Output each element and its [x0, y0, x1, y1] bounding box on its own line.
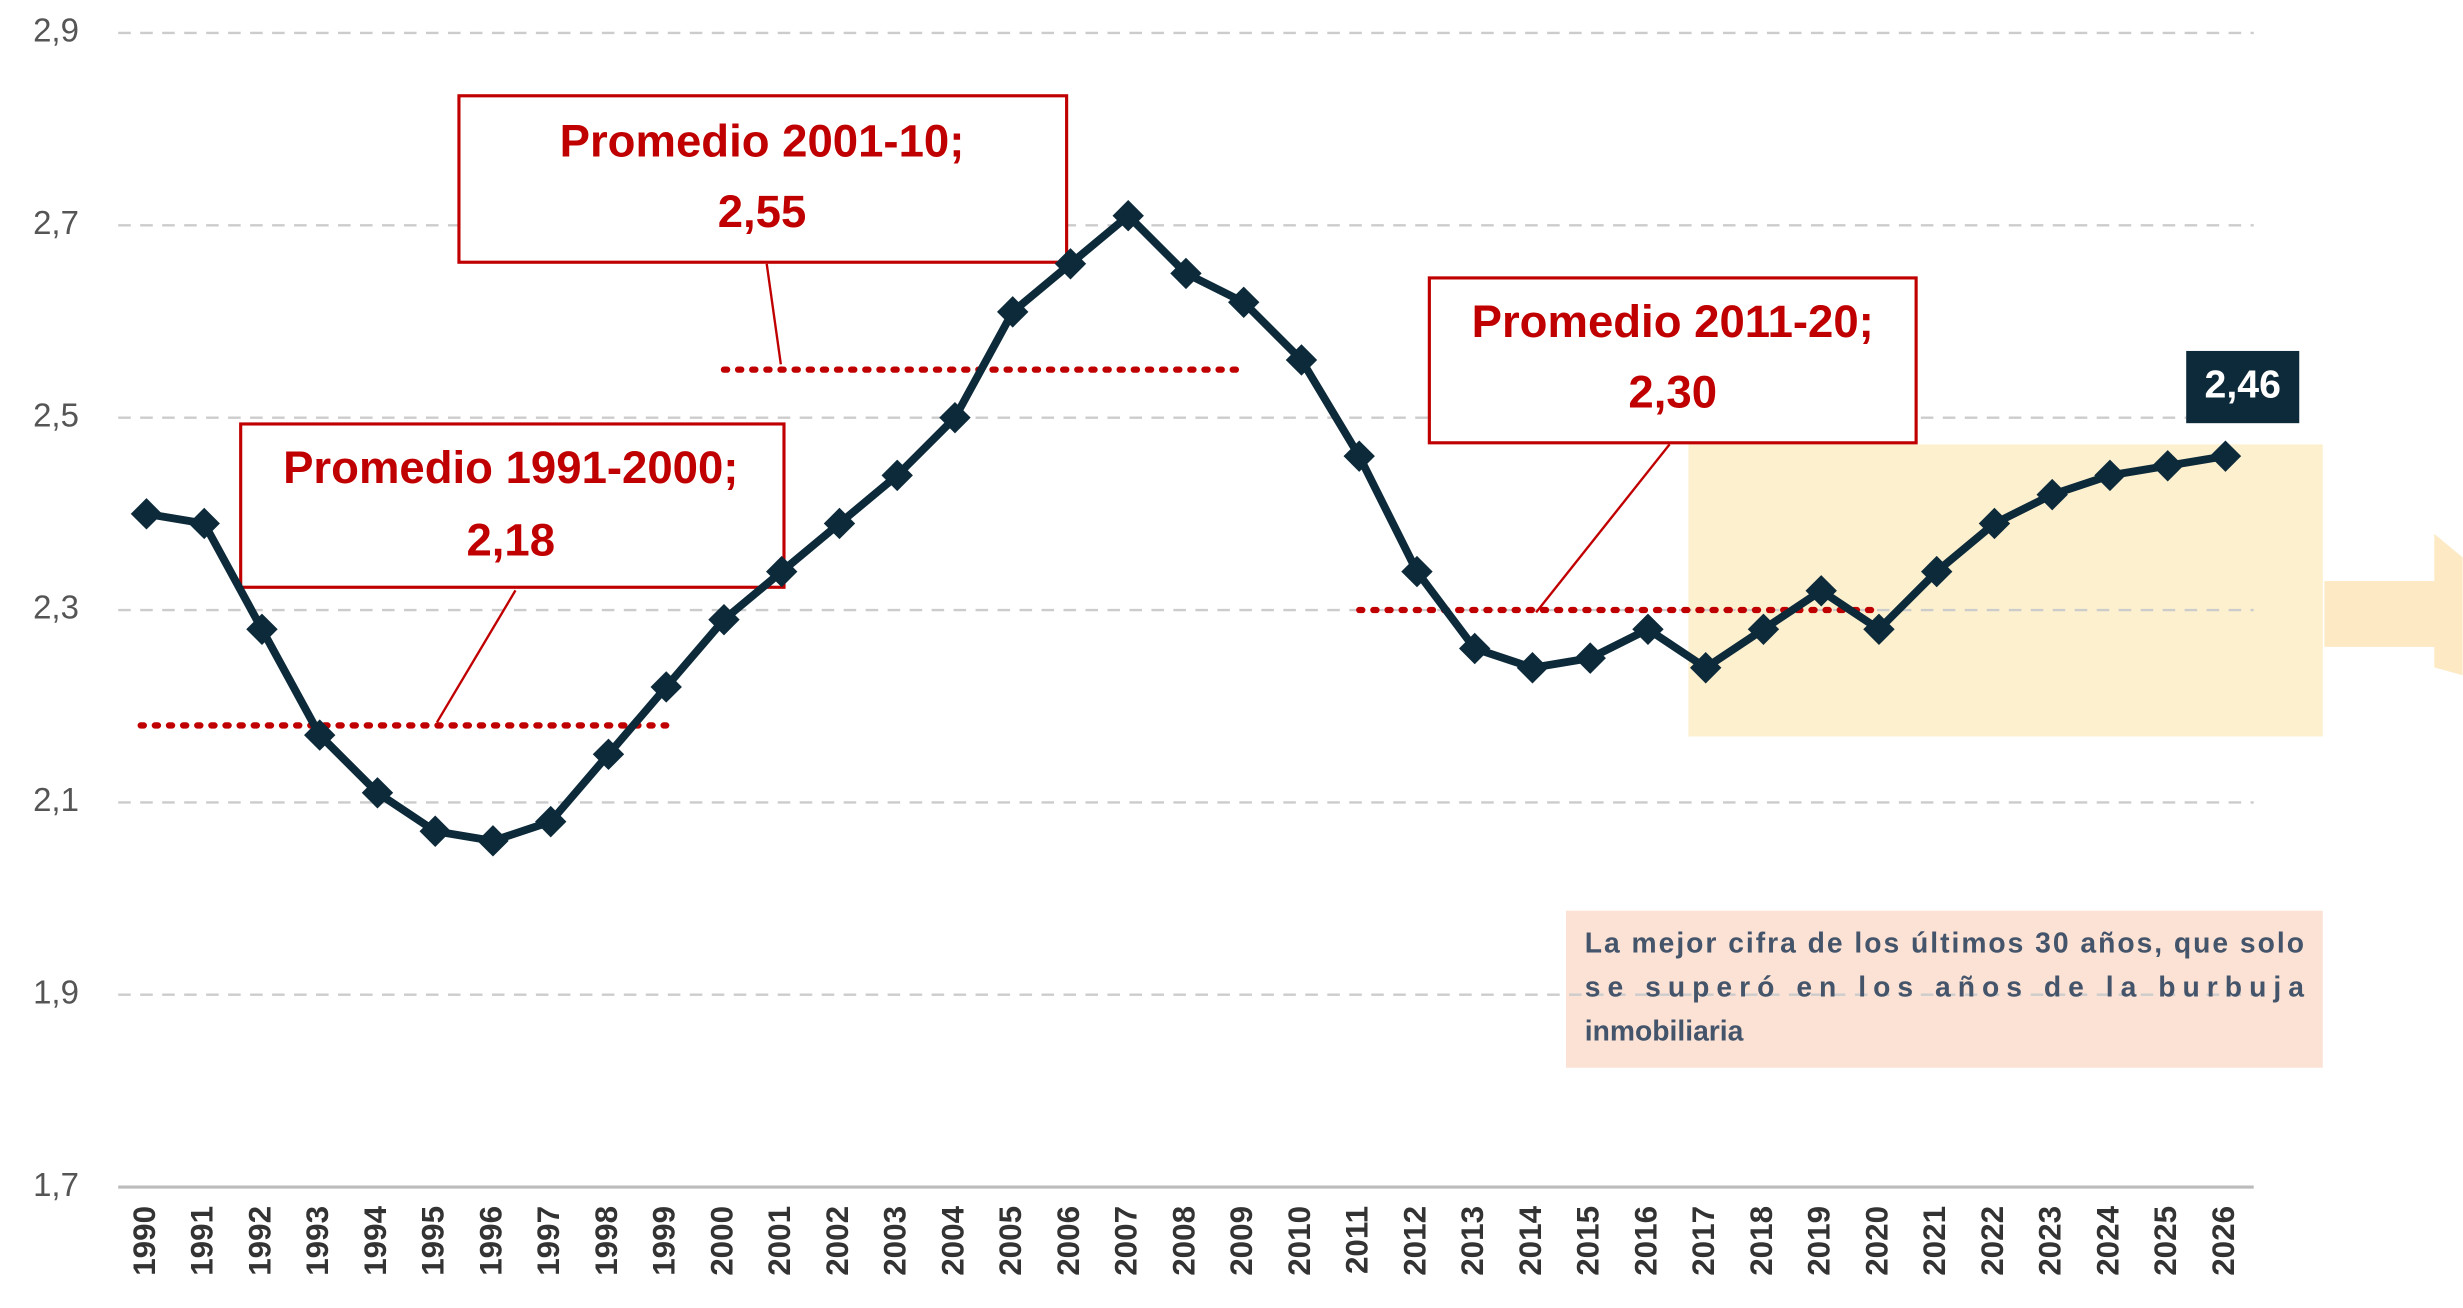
x-tick-label: 1994	[358, 1205, 393, 1275]
x-tick-label: 2011	[1340, 1206, 1375, 1274]
x-tick-label: 2017	[1686, 1206, 1721, 1276]
x-tick-label: 2009	[1224, 1206, 1259, 1276]
x-tick-label: 1992	[242, 1206, 277, 1276]
data-label-box	[2186, 350, 2300, 424]
y-tick-label: 1,9	[33, 973, 79, 1010]
data-point	[939, 401, 971, 434]
data-point	[1632, 613, 1664, 645]
arrow	[2324, 533, 2463, 676]
x-tick-label: 2020	[1859, 1206, 1894, 1276]
data-point	[1459, 632, 1491, 665]
data-point	[881, 459, 913, 492]
x-tick-label: 1997	[531, 1206, 566, 1276]
x-tick-label: 2006	[1051, 1206, 1086, 1276]
annotation-value: 2,18	[466, 514, 555, 565]
x-tick-label: 2024	[2090, 1205, 2125, 1275]
annotation-value: 2,55	[718, 186, 807, 237]
x-tick-label: 1998	[589, 1206, 624, 1276]
x-tick-label: 2016	[1628, 1206, 1663, 1276]
note-box	[1565, 910, 2323, 1068]
data-point	[650, 671, 682, 703]
annotation-box	[457, 94, 1069, 264]
data-point	[1228, 286, 1260, 318]
leader-line	[765, 263, 783, 365]
note-text: La mejor cifra de los últimos 30 años, q…	[1585, 927, 2304, 959]
x-tick-label: 2012	[1397, 1206, 1432, 1276]
data-label: 2,46	[2205, 362, 2281, 406]
data-point	[1285, 344, 1318, 376]
data-point	[1170, 257, 1202, 290]
x-tick-label: 2001	[762, 1206, 797, 1276]
x-tick-label: 2000	[704, 1206, 739, 1276]
annotation-title: Promedio 2001-10;	[560, 115, 965, 166]
x-tick-label: 2010	[1282, 1206, 1317, 1276]
data-point	[1343, 440, 1375, 472]
y-tick-label: 2,5	[33, 396, 79, 433]
annotation-box	[239, 422, 786, 589]
x-tick-label: 1991	[185, 1206, 220, 1276]
x-tick-label: 2003	[878, 1206, 913, 1276]
x-tick-label: 1995	[416, 1206, 451, 1276]
y-tick-label: 2,1	[33, 781, 79, 818]
x-tick-label: 2002	[820, 1206, 855, 1276]
data-point	[130, 498, 163, 530]
x-tick-label: 2014	[1513, 1205, 1548, 1275]
note-text: inmobiliaria	[1585, 1015, 1744, 1047]
annotation-title: Promedio 2011-20;	[1472, 296, 1874, 347]
x-tick-label: 2015	[1571, 1206, 1606, 1276]
x-tick-label: 2008	[1166, 1206, 1201, 1276]
note-text: se superó en los años de la burbuja	[1585, 971, 2304, 1003]
data-point	[477, 825, 509, 857]
data-point	[1978, 507, 2011, 540]
data-point	[1747, 613, 1780, 645]
x-tick-label: 2005	[993, 1206, 1028, 1276]
y-tick-label: 2,7	[33, 204, 79, 241]
highlight-area	[1688, 444, 2323, 737]
annotation-value: 2,30	[1628, 367, 1717, 418]
data-point	[823, 507, 856, 540]
x-tick-label: 2025	[2148, 1206, 2183, 1276]
annotation-box	[1427, 276, 1918, 445]
x-tick-label: 2021	[1917, 1206, 1952, 1276]
x-tick-label: 2022	[1975, 1206, 2010, 1276]
x-tick-label: 2019	[1802, 1206, 1837, 1276]
x-tick-label: 1990	[127, 1206, 162, 1276]
x-tick-label: 2023	[2033, 1206, 2068, 1276]
x-tick-label: 1999	[647, 1206, 682, 1276]
annotation-title: Promedio 1991-2000;	[283, 442, 738, 493]
y-tick-label: 2,3	[33, 589, 79, 626]
data-point	[419, 815, 451, 847]
x-tick-label: 2026	[2206, 1206, 2241, 1276]
y-tick-label: 2,9	[33, 12, 79, 49]
data-point	[246, 613, 278, 645]
x-tick-label: 2018	[1744, 1206, 1779, 1276]
leader-line	[1535, 443, 1671, 614]
y-tick-label: 1,7	[33, 1166, 79, 1203]
leader-line	[435, 589, 517, 723]
data-point	[1574, 642, 1606, 674]
data-point	[1516, 652, 1549, 684]
x-tick-label: 1996	[473, 1206, 508, 1276]
x-tick-label: 2013	[1455, 1206, 1490, 1276]
x-tick-label: 2004	[935, 1205, 970, 1275]
data-point	[188, 507, 220, 540]
data-point	[1690, 652, 1722, 684]
data-point	[1112, 200, 1144, 232]
x-tick-label: 2007	[1109, 1206, 1144, 1276]
data-point	[361, 777, 394, 809]
x-tick-label: 1993	[300, 1206, 335, 1276]
